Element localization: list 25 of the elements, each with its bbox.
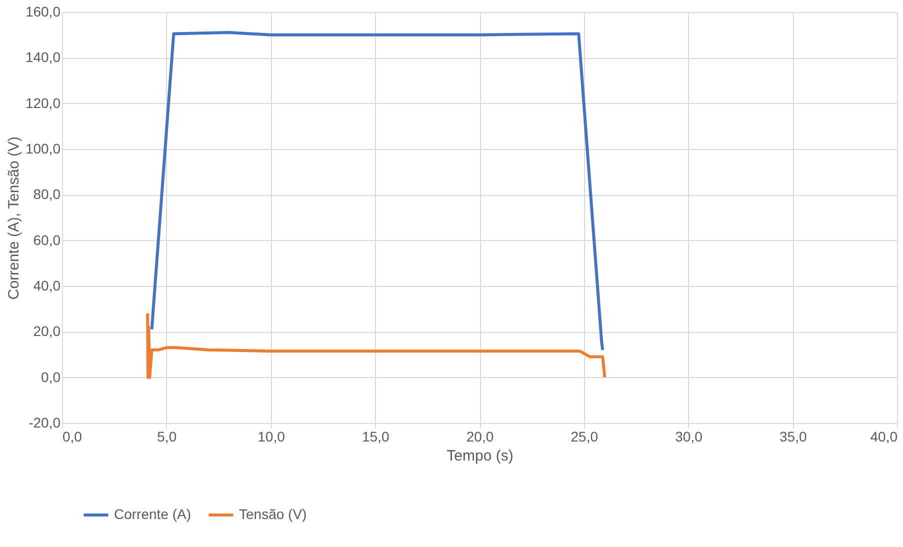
- y-tick-label: 20,0: [33, 323, 61, 340]
- y-tick-label: 140,0: [25, 49, 61, 66]
- x-tick-label: 15,0: [362, 428, 390, 444]
- x-tick-label: 5,0: [157, 428, 177, 444]
- x-tick-label: 25,0: [570, 428, 598, 444]
- y-axis-title: Corrente (A), Tensão (V): [5, 136, 22, 300]
- x-tick-label: 20,0: [466, 428, 494, 444]
- y-tick-label: 160,0: [25, 4, 61, 20]
- y-tick-label: 120,0: [25, 94, 61, 111]
- x-tick-label: 30,0: [675, 428, 703, 444]
- y-tick-label: 80,0: [33, 186, 61, 202]
- legend-label: Corrente (A): [114, 506, 192, 522]
- line-series: [150, 31, 604, 352]
- x-tick-label: 0,0: [62, 428, 82, 444]
- y-tick-label: -20,0: [28, 414, 61, 430]
- x-tick-label: 35,0: [780, 428, 807, 444]
- x-axis-title: Tempo (s): [446, 448, 514, 464]
- x-tick-label: 10,0: [258, 428, 286, 444]
- legend-label: Tensão (V): [239, 506, 307, 522]
- line-series: [146, 312, 606, 379]
- x-tick-label: 40,0: [870, 428, 898, 444]
- y-tick-label: 100,0: [25, 140, 61, 156]
- y-tick-label: 40,0: [33, 278, 61, 294]
- y-tick-label: 0,0: [41, 368, 61, 385]
- y-tick-label: 60,0: [33, 232, 61, 248]
